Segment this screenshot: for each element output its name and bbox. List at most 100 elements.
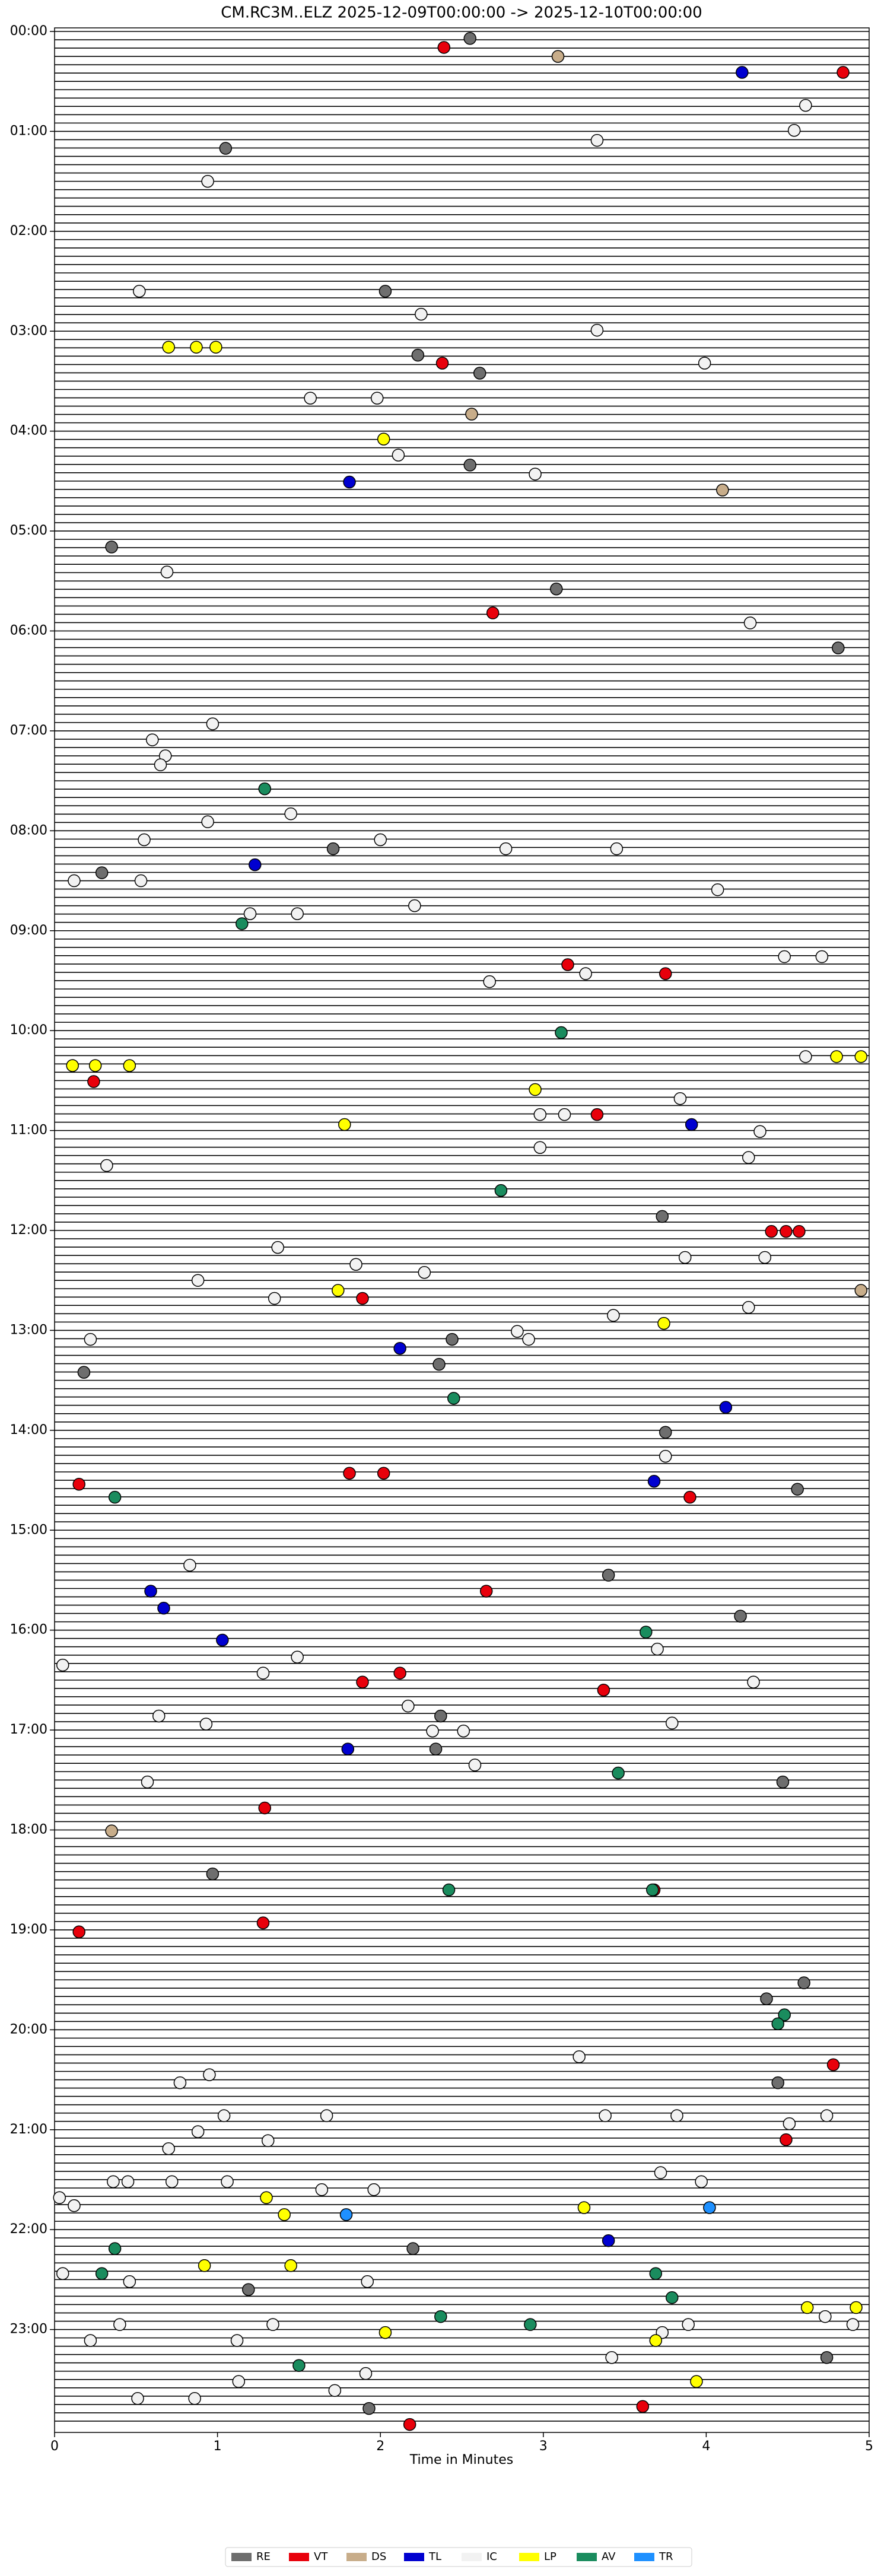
event-marker xyxy=(56,2267,69,2281)
y-tick-label: 19:00 xyxy=(10,1922,47,1937)
legend-label: TR xyxy=(659,2550,673,2563)
event-marker xyxy=(141,1775,154,1789)
event-marker xyxy=(837,66,850,79)
event-marker xyxy=(799,1050,812,1063)
event-marker xyxy=(190,341,203,354)
y-tick-label: 18:00 xyxy=(10,1823,47,1837)
event-marker xyxy=(292,2359,306,2372)
event-marker xyxy=(165,2175,179,2189)
event-marker xyxy=(221,2175,234,2189)
event-marker xyxy=(379,285,392,298)
event-marker xyxy=(736,66,749,79)
event-marker xyxy=(640,1626,653,1639)
event-marker xyxy=(326,842,340,856)
event-marker xyxy=(133,285,146,298)
x-tick-label: 2 xyxy=(376,2439,384,2454)
event-marker xyxy=(468,1758,482,1772)
event-marker xyxy=(268,1292,281,1305)
event-marker xyxy=(797,1976,810,1989)
event-marker xyxy=(778,2008,791,2021)
event-marker xyxy=(636,2400,650,2413)
event-marker xyxy=(134,874,148,888)
event-marker xyxy=(374,833,387,847)
event-marker xyxy=(123,2275,136,2288)
event-marker xyxy=(719,1401,733,1414)
event-marker xyxy=(242,2283,255,2296)
legend-swatch xyxy=(404,2553,424,2561)
event-marker xyxy=(377,432,390,446)
event-marker xyxy=(659,967,672,980)
event-marker xyxy=(266,2318,279,2331)
legend-frame xyxy=(225,2547,692,2567)
y-tick-label: 00:00 xyxy=(10,24,47,39)
y-tick-label: 08:00 xyxy=(10,823,47,838)
event-marker xyxy=(258,782,271,796)
event-marker xyxy=(87,1075,100,1088)
event-marker xyxy=(742,1151,755,1164)
event-marker xyxy=(610,842,624,856)
event-marker xyxy=(201,174,214,188)
event-marker xyxy=(612,1766,625,1780)
x-tick-label: 0 xyxy=(50,2439,59,2454)
event-marker xyxy=(356,1292,369,1305)
event-marker xyxy=(447,1392,460,1405)
event-marker xyxy=(607,1309,620,1322)
event-marker xyxy=(403,2418,416,2431)
event-marker xyxy=(362,2402,376,2415)
legend-swatch xyxy=(577,2553,597,2561)
legend-swatch xyxy=(346,2553,367,2561)
event-marker xyxy=(95,2267,109,2281)
event-marker xyxy=(191,1274,205,1287)
event-marker xyxy=(780,1225,793,1238)
event-marker xyxy=(651,1642,664,1656)
event-marker xyxy=(72,1925,85,1939)
event-marker xyxy=(703,2201,716,2214)
event-marker xyxy=(162,2142,175,2155)
event-marker xyxy=(66,1059,79,1072)
event-marker xyxy=(734,1610,747,1623)
legend-label: VT xyxy=(314,2550,328,2563)
event-marker xyxy=(649,2334,663,2347)
event-marker xyxy=(826,2058,840,2072)
event-marker xyxy=(659,1449,672,1463)
event-marker xyxy=(590,323,604,337)
event-marker xyxy=(154,758,167,771)
event-marker xyxy=(108,2242,122,2255)
event-marker xyxy=(760,1992,773,2005)
event-marker xyxy=(219,142,233,155)
event-marker xyxy=(53,2191,66,2205)
event-marker xyxy=(597,1683,610,1697)
x-tick-label: 5 xyxy=(865,2439,873,2454)
event-marker xyxy=(778,950,791,963)
event-marker xyxy=(690,2375,703,2388)
x-tick-label: 1 xyxy=(214,2439,222,2454)
x-axis-label: Time in Minutes xyxy=(409,2453,514,2467)
event-marker xyxy=(379,2326,392,2339)
event-marker xyxy=(685,1118,698,1131)
event-marker xyxy=(529,468,542,481)
event-marker xyxy=(232,2375,246,2388)
event-marker xyxy=(377,1467,390,1480)
event-marker xyxy=(291,907,304,920)
event-marker xyxy=(791,1483,804,1496)
event-marker xyxy=(656,1210,669,1223)
event-marker xyxy=(236,917,249,930)
event-marker xyxy=(673,1092,687,1105)
y-tick-label: 13:00 xyxy=(10,1322,47,1337)
event-marker xyxy=(402,1699,415,1713)
event-marker xyxy=(465,408,478,421)
event-marker xyxy=(123,1059,136,1072)
event-marker xyxy=(683,1490,696,1504)
event-marker xyxy=(473,367,486,380)
event-marker xyxy=(434,1709,447,1723)
event-marker xyxy=(711,883,724,896)
y-tick-label: 02:00 xyxy=(10,224,47,238)
event-marker xyxy=(278,2208,291,2221)
event-marker xyxy=(315,2183,329,2196)
event-marker xyxy=(320,2109,333,2122)
event-marker xyxy=(747,1675,760,1688)
event-marker xyxy=(338,1118,351,1131)
event-marker xyxy=(107,2175,120,2189)
event-marker xyxy=(260,2191,273,2205)
